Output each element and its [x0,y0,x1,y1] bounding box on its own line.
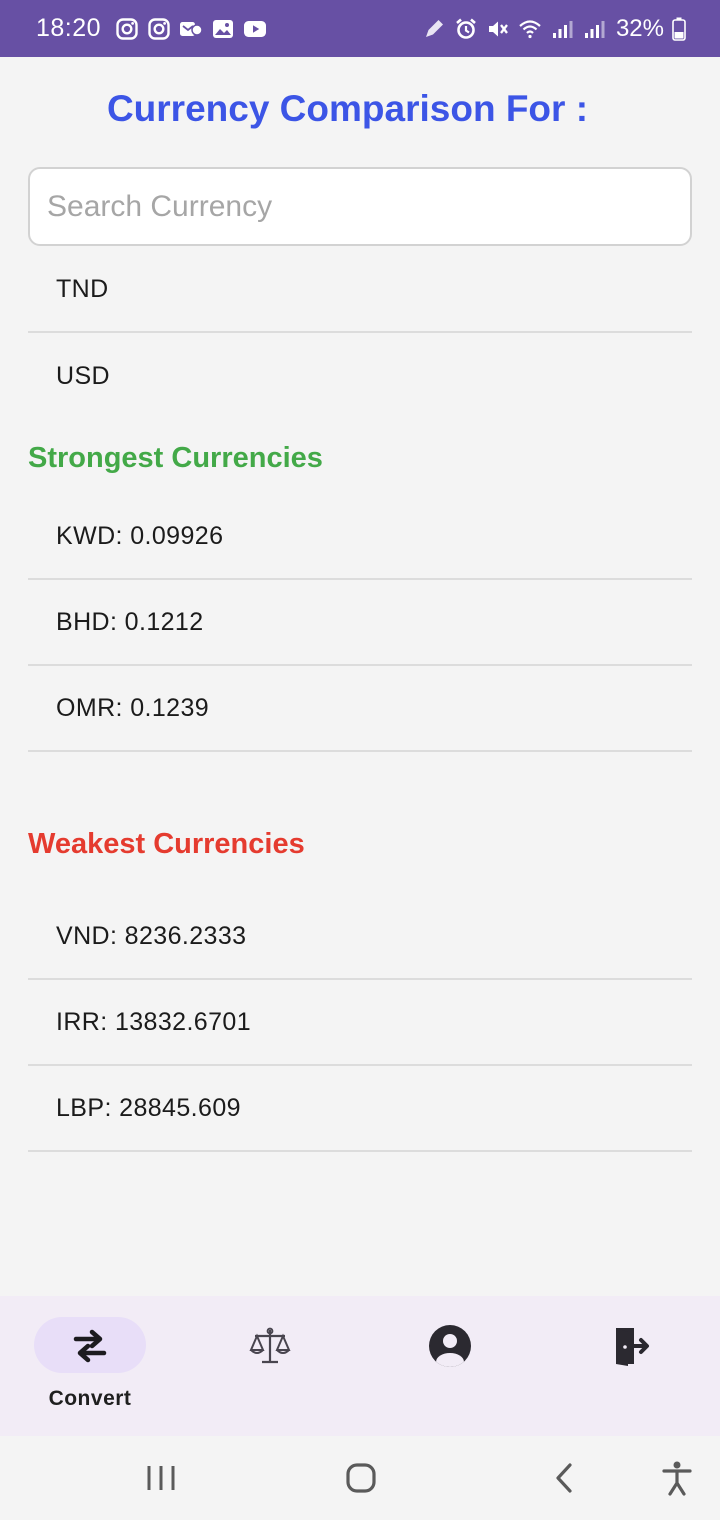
status-bar: 18:20 [0,0,720,57]
status-right: 32% [422,15,686,43]
bottom-navigation: Convert [0,1296,720,1436]
nav-item-convert[interactable]: Convert [0,1296,180,1436]
messenger-icon [180,21,203,36]
strongest-item: KWD: 0.09926 [28,494,692,580]
pen-icon [425,19,443,37]
instagram-icon [148,17,170,40]
logout-icon [616,1328,649,1366]
gallery-icon [213,19,234,38]
system-navigation-bar [0,1436,720,1520]
battery-percent: 32% [615,14,664,42]
weakest-item: LBP: 28845.609 [28,1066,692,1152]
youtube-icon [244,20,267,37]
weakest-currencies-title: Weakest Currencies [28,828,305,860]
status-time: 18:20 [36,14,102,42]
weakest-item: IRR: 13832.6701 [28,980,692,1066]
strongest-item: OMR: 0.1239 [28,666,692,752]
strongest-currencies-title: Strongest Currencies [28,442,323,474]
accessibility-icon[interactable] [657,1458,697,1498]
nav-item-compare[interactable] [180,1296,360,1436]
search-currency-input[interactable] [28,167,692,246]
weakest-item: VND: 8236.2333 [28,894,692,980]
alarm-icon [456,18,476,39]
swap-arrows-icon [73,1329,107,1363]
scale-icon [249,1327,291,1364]
signal-icon [552,20,573,38]
instagram-icon [116,17,138,40]
nav-label-convert: Convert [48,1387,132,1410]
battery-icon [672,17,686,41]
back-icon[interactable] [544,1458,584,1498]
signal-icon [584,20,605,38]
recents-icon[interactable] [141,1458,181,1498]
nav-item-logout[interactable] [540,1296,720,1436]
currency-item-tnd[interactable]: TND [28,247,692,333]
currency-item-usd[interactable]: USD [56,361,110,390]
account-circle-icon [429,1325,471,1367]
status-left: 18:20 [36,14,267,43]
strongest-item: BHD: 0.1212 [28,580,692,666]
home-icon[interactable] [341,1458,381,1498]
mute-icon [488,21,508,36]
page-title: Currency Comparison For : [106,88,589,129]
nav-item-profile[interactable] [360,1296,540,1436]
wifi-icon [519,19,541,38]
